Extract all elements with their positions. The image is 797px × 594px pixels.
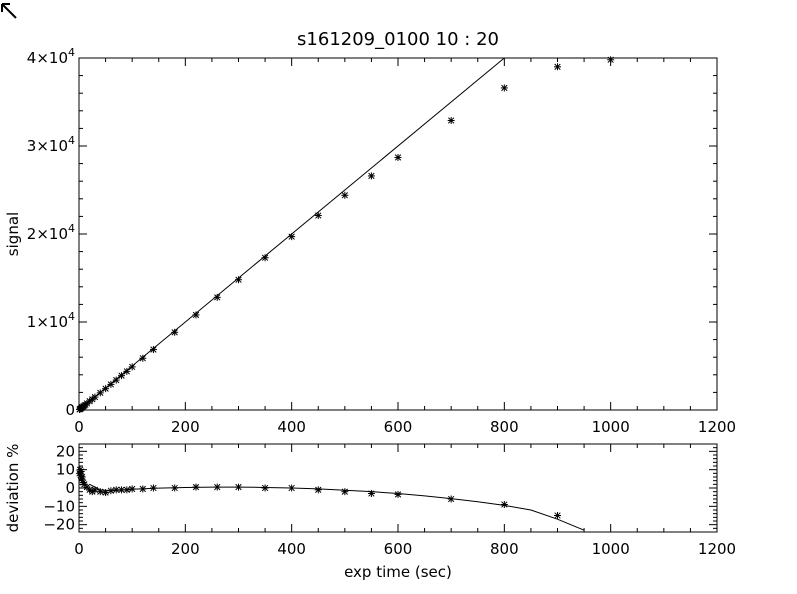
y-tick-label: 10 xyxy=(56,461,75,479)
data-point xyxy=(235,483,242,491)
data-point xyxy=(367,490,375,497)
data-point xyxy=(261,484,269,492)
data-point xyxy=(213,293,221,301)
x-tick-label: 0 xyxy=(74,540,84,558)
data-point xyxy=(139,354,147,362)
x-tick-label: 1000 xyxy=(592,418,630,436)
y-tick-label: 4×104 xyxy=(27,46,75,67)
data-point xyxy=(288,233,296,241)
data-point xyxy=(192,311,200,319)
data-point xyxy=(171,328,179,336)
data-point xyxy=(500,84,508,92)
data-point xyxy=(607,56,615,64)
data-point xyxy=(314,486,322,494)
data-point xyxy=(128,485,136,493)
bottom-panel-y-axis-title: deviation % xyxy=(4,444,22,533)
data-point xyxy=(554,63,561,71)
data-point xyxy=(235,276,242,284)
y-tick-label: 1×104 xyxy=(27,310,75,331)
data-point xyxy=(171,484,179,492)
top-panel-x-tick-labels: 0 200 400 600 800 1000 1200 xyxy=(74,418,736,436)
x-tick-label: 200 xyxy=(171,418,200,436)
data-point xyxy=(91,393,99,401)
data-point xyxy=(192,483,200,491)
y-tick-label: 20 xyxy=(56,442,75,460)
data-point xyxy=(500,501,508,508)
x-tick-label: 1000 xyxy=(592,540,630,558)
chart-title: s161209_0100 10 : 20 xyxy=(297,29,499,50)
data-point xyxy=(102,489,110,497)
data-point xyxy=(149,484,157,492)
data-point xyxy=(118,372,126,380)
data-point xyxy=(91,486,99,494)
data-point xyxy=(554,512,561,519)
data-point xyxy=(341,488,349,496)
data-point xyxy=(78,473,86,481)
data-point xyxy=(96,389,104,397)
data-point xyxy=(367,172,375,180)
data-point xyxy=(394,153,402,161)
data-point xyxy=(341,191,349,199)
data-point xyxy=(261,254,269,262)
x-tick-label: 400 xyxy=(277,418,306,436)
y-tick-label: −20 xyxy=(43,516,75,534)
top-panel-y-tick-labels: 0 1×104 2×104 3×104 4×104 xyxy=(27,46,75,419)
x-tick-label: 400 xyxy=(277,540,306,558)
data-point xyxy=(139,485,147,493)
x-tick-label: 1200 xyxy=(698,418,736,436)
top-panel-frame xyxy=(78,57,718,411)
y-tick-label: −10 xyxy=(43,497,75,515)
x-tick-label: 800 xyxy=(490,418,519,436)
data-point xyxy=(128,363,136,371)
bottom-panel-points xyxy=(76,466,561,519)
data-point xyxy=(107,487,115,495)
data-point xyxy=(112,376,120,384)
y-tick-label: 0 xyxy=(65,401,75,419)
top-panel: 0 200 400 600 800 1000 1200 0 1×104 2×104 3×104 4×… xyxy=(4,46,736,436)
top-panel-ticks xyxy=(78,57,718,411)
y-tick-label: 0 xyxy=(65,479,75,497)
data-point xyxy=(96,488,104,496)
y-tick-label: 3×104 xyxy=(27,134,75,155)
x-tick-label: 200 xyxy=(171,540,200,558)
data-point xyxy=(123,486,131,494)
bottom-panel-fit-curve-group xyxy=(89,483,585,531)
data-point xyxy=(123,367,131,375)
fit-curve xyxy=(89,483,585,531)
top-panel-y-axis-title: signal xyxy=(4,212,22,256)
data-point xyxy=(118,486,126,494)
data-point xyxy=(288,484,296,492)
data-point xyxy=(107,380,115,388)
data-point xyxy=(213,483,221,491)
data-point xyxy=(394,490,402,498)
top-panel-points xyxy=(76,56,615,413)
x-tick-label: 0 xyxy=(74,418,84,436)
x-tick-label: 800 xyxy=(490,540,519,558)
data-point xyxy=(102,385,110,393)
data-point xyxy=(447,116,455,124)
x-tick-label: 600 xyxy=(384,540,413,558)
cursor-arrow-icon xyxy=(1,3,17,19)
x-tick-label: 600 xyxy=(384,418,413,436)
y-tick-label: 2×104 xyxy=(27,222,75,243)
data-point xyxy=(77,468,85,475)
bottom-panel-x-tick-labels: 0 200 400 600 800 1000 1200 xyxy=(74,540,736,558)
data-point xyxy=(314,212,322,220)
data-point xyxy=(447,495,455,503)
x-tick-label: 1200 xyxy=(698,540,736,558)
data-point xyxy=(149,346,157,354)
bottom-panel-x-axis-title: exp time (sec) xyxy=(344,563,452,581)
